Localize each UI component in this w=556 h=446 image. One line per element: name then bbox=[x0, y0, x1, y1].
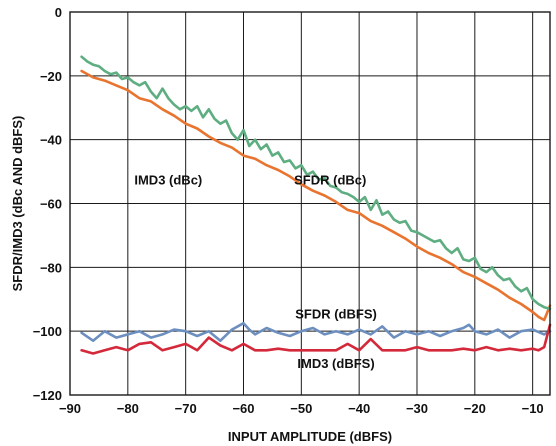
x-tick-label: −80 bbox=[117, 401, 139, 416]
x-tick-label: −70 bbox=[175, 401, 197, 416]
x-tick-label: −30 bbox=[406, 401, 428, 416]
tick-labels: −90 −80 −70 −60 −50 −40 −30 −20 −100−20−40−60−80… bbox=[33, 5, 544, 416]
grid bbox=[70, 12, 550, 395]
y-tick-label: 0 bbox=[55, 5, 62, 20]
x-tick-label: −60 bbox=[232, 401, 254, 416]
x-axis-label: INPUT AMPLITUDE (dBFS) bbox=[228, 429, 392, 444]
series-label-sfdr-dbfs: SFDR (dBFS) bbox=[295, 306, 377, 321]
series-label-sfdr-dbc: SFDR (dBc) bbox=[294, 172, 366, 187]
y-tick-label: −40 bbox=[40, 133, 62, 148]
x-tick-label: −40 bbox=[348, 401, 370, 416]
x-tick-label: −50 bbox=[290, 401, 312, 416]
series-line-imd3-dbc bbox=[80, 69, 552, 322]
y-tick-label: −60 bbox=[40, 197, 62, 212]
plot-frame bbox=[69, 11, 551, 396]
series-lines bbox=[80, 55, 552, 355]
series-line-sfdr-dbfs bbox=[80, 321, 552, 343]
series-labels: IMD3 (dBc) SFDR (dBc) SFDR (dBFS) IMD3 (dBF… bbox=[134, 172, 376, 371]
y-axis-label: SFDR/IMD3 (dBc AND dBFS) bbox=[10, 116, 25, 292]
x-tick-label: −90 bbox=[59, 401, 81, 416]
x-tick-label: −20 bbox=[464, 401, 486, 416]
y-tick-label: −120 bbox=[33, 388, 62, 403]
series-label-imd3-dbfs: IMD3 (dBFS) bbox=[297, 356, 374, 371]
series-label-imd3-dbc: IMD3 (dBc) bbox=[134, 172, 202, 187]
y-tick-label: −100 bbox=[33, 324, 62, 339]
x-tick-label: −10 bbox=[522, 401, 544, 416]
y-tick-label: −20 bbox=[40, 69, 62, 84]
series-line-imd3-dbfs bbox=[80, 323, 552, 355]
y-tick-label: −80 bbox=[40, 260, 62, 275]
series-line-sfdr-dbc bbox=[80, 55, 552, 311]
